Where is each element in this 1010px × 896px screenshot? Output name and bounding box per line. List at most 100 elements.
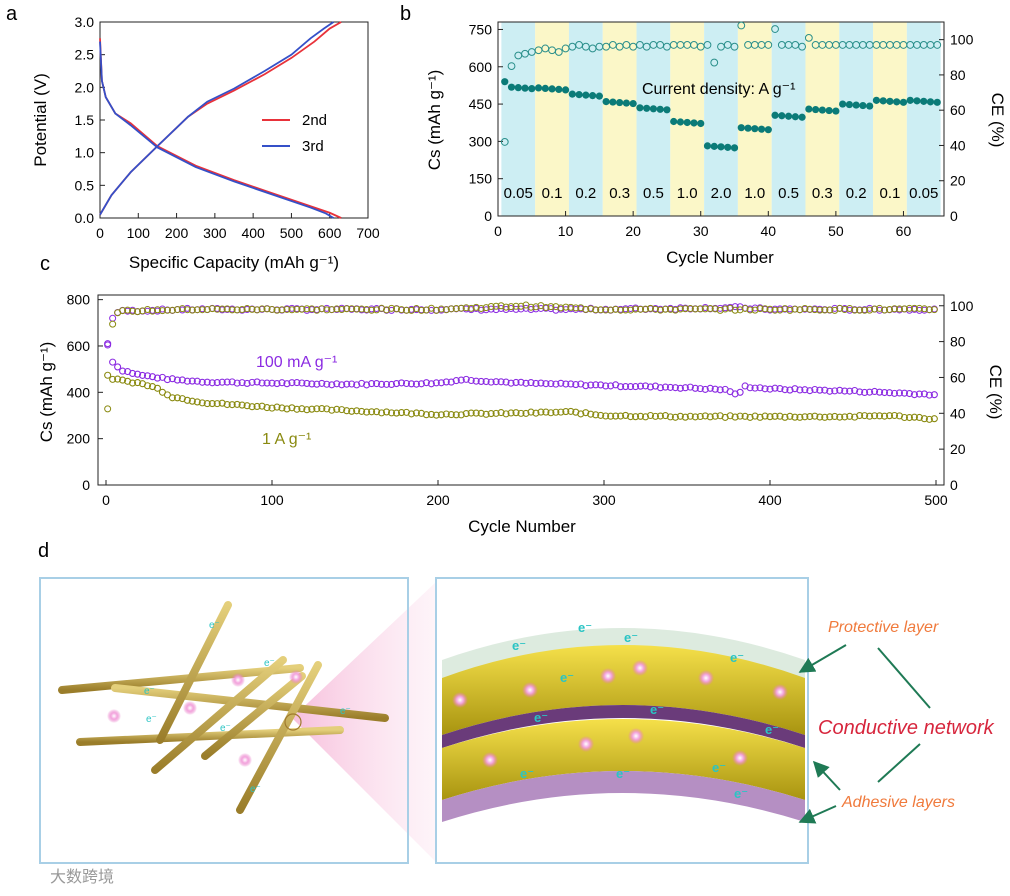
capacity-point-100mA xyxy=(248,378,256,386)
ce-point-1A xyxy=(891,305,898,313)
rate-band xyxy=(906,22,941,216)
capacity-point-1A xyxy=(592,411,600,419)
capacity-point-1A xyxy=(298,405,306,413)
electron: e⁻ xyxy=(730,650,744,665)
capacity-point-1A xyxy=(248,403,256,411)
capacity-point-100mA xyxy=(178,376,186,384)
ce-point-1A xyxy=(622,306,630,314)
legend-2nd-label: 2nd xyxy=(302,112,327,129)
x-tick-label: 300 xyxy=(592,492,616,508)
capacity-point-100mA xyxy=(646,383,655,391)
x-tick-label: 200 xyxy=(165,225,189,241)
capacity-point-100mA xyxy=(846,387,854,395)
capacity-point-100mA xyxy=(786,386,794,394)
x-tick-label: 100 xyxy=(127,225,151,241)
ce-point-1A xyxy=(467,304,475,312)
capacity-point-100mA xyxy=(622,383,630,391)
capacity-point-1A xyxy=(353,407,361,415)
panel-a-x-ticks: 0 100 200 300 400 500 600 700 xyxy=(96,213,380,241)
ce-point-1A xyxy=(422,306,430,314)
capacity-point xyxy=(602,97,610,106)
ce-point-1A xyxy=(532,303,540,311)
ce-point-1A xyxy=(442,306,450,314)
ce-point-1A xyxy=(542,303,550,311)
capacity-point-1A xyxy=(776,412,784,420)
capacity-point-1A xyxy=(527,408,535,416)
ce-point-1A xyxy=(881,306,889,314)
right-tick-label: 60 xyxy=(950,102,966,118)
capacity-point-100mA xyxy=(173,376,181,384)
left-tick-label: 200 xyxy=(67,431,91,447)
capacity-point xyxy=(703,142,712,150)
ce-point-1A xyxy=(218,305,226,313)
layer-structure-frame xyxy=(435,577,809,864)
ce-point-1A xyxy=(876,304,884,312)
ce-point-1A xyxy=(462,304,470,312)
ce-point-1A xyxy=(671,306,679,314)
ce-point-1A xyxy=(632,305,640,313)
capacity-point xyxy=(832,107,840,115)
capacity-point-100mA xyxy=(392,380,401,388)
ce-point-1A xyxy=(338,306,346,314)
capacity-point xyxy=(521,84,529,92)
capacity-point-1A xyxy=(193,398,201,406)
ce-point-1A xyxy=(298,305,306,313)
capacity-point-100mA xyxy=(751,384,759,392)
capacity-point xyxy=(933,98,941,106)
capacity-point xyxy=(751,125,759,133)
ce-point-1A xyxy=(696,305,704,313)
ion xyxy=(183,701,197,715)
capacity-point-100mA xyxy=(183,377,191,385)
capacity-point-1A xyxy=(253,402,261,411)
capacity-point-1A xyxy=(373,408,381,416)
right-tick-label: 100 xyxy=(950,298,974,314)
capacity-point-100mA xyxy=(387,380,396,389)
connector-conductive-adhesive xyxy=(877,743,921,783)
rate-label: 0.05 xyxy=(909,185,938,202)
ce-point xyxy=(710,58,719,67)
ce-point-1A xyxy=(741,304,749,312)
capacity-point-1A xyxy=(238,401,246,409)
capacity-point-1A xyxy=(831,412,839,421)
capacity-point-1A xyxy=(582,409,590,417)
left-tick-label: 800 xyxy=(67,292,91,308)
capacity-point-100mA xyxy=(228,378,236,386)
panel-c-x-ticks: 0 100 200 300 400 500 xyxy=(102,480,948,508)
fiber xyxy=(236,661,322,814)
panel-b-right-label: CE (%) xyxy=(988,93,1007,148)
panel-b-right-ticks: 0 20 40 60 80 100 xyxy=(939,32,974,224)
capacity-point-1A xyxy=(537,408,545,416)
capacity-point-1A xyxy=(114,375,122,383)
ce-point-1A xyxy=(417,306,425,314)
rate-label: 2.0 xyxy=(711,185,732,202)
capacity-point-1A xyxy=(701,412,709,420)
capacity-point-100mA xyxy=(656,384,664,392)
capacity-point-1A xyxy=(153,384,162,392)
ce-point-1A xyxy=(452,305,460,313)
ion xyxy=(632,660,648,676)
right-tick-label: 0 xyxy=(950,208,958,224)
ce-point-1A xyxy=(358,305,366,313)
right-tick-label: 40 xyxy=(950,137,966,153)
capacity-point xyxy=(683,118,691,127)
capacity-point-100mA xyxy=(373,380,381,388)
capacity-point-100mA xyxy=(153,374,162,382)
ce-point-1A xyxy=(716,306,724,314)
ce-point-1A xyxy=(895,305,903,313)
ion xyxy=(482,752,498,768)
capacity-point-100mA xyxy=(412,380,420,388)
capacity-point-100mA xyxy=(333,380,341,388)
panel-a: a 0 100 200 300 400 500 600 700 0.0 0.5 1.0 1.5 2.0… xyxy=(6,3,380,272)
ce-point-1A xyxy=(736,306,744,314)
ce-point-1A xyxy=(472,303,480,311)
ce-point-100mA xyxy=(427,306,435,314)
rate-band xyxy=(535,22,569,216)
capacity-point-1A xyxy=(348,407,356,415)
ce-point-1A xyxy=(756,305,764,313)
capacity-point xyxy=(798,113,806,121)
capacity-point-100mA xyxy=(109,358,117,366)
panel-b-x-ticks: 0 10 20 30 40 50 60 xyxy=(494,211,911,239)
capacity-point-1A xyxy=(278,404,286,412)
electron: e⁻ xyxy=(712,760,726,775)
ce-point-1A xyxy=(582,305,590,313)
